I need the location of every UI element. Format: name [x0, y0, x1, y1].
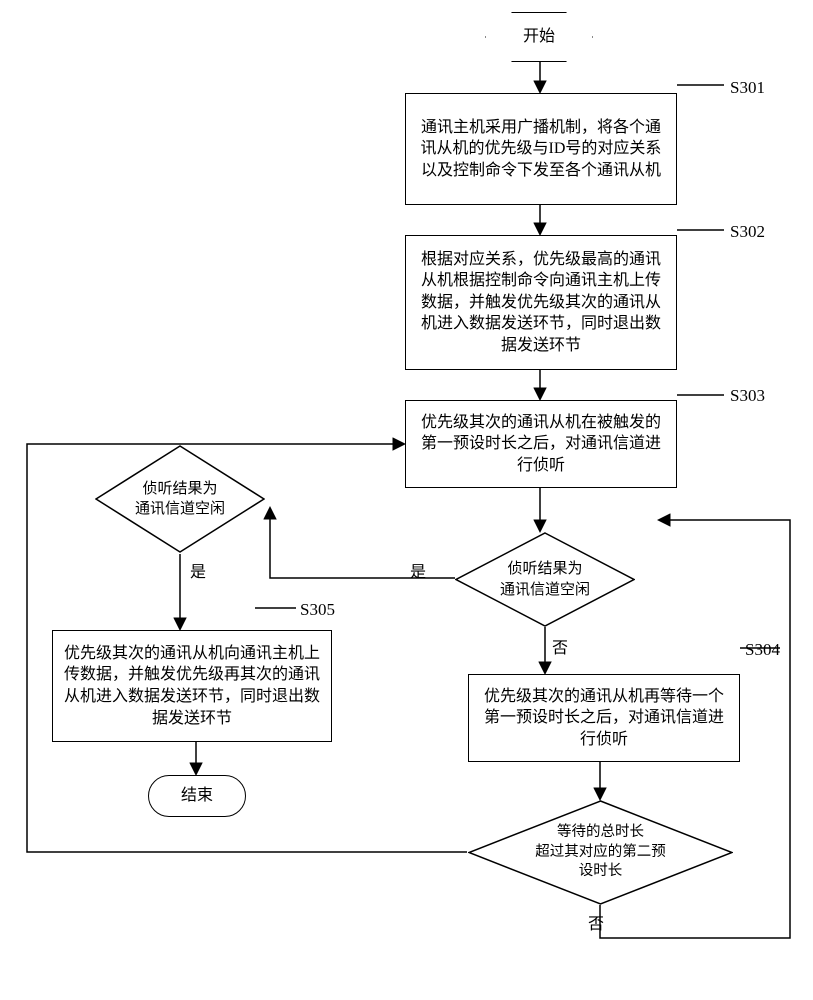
step-label-s304: S304	[745, 640, 780, 660]
step-label-s305: S305	[300, 600, 335, 620]
decision-d2-text: 侦听结果为 通讯信道空闲	[500, 559, 590, 600]
start-node: 开始	[485, 12, 593, 62]
step-s302-text: 根据对应关系，优先级最高的通讯从机根据控制命令向通讯主机上传数据，并触发优先级其…	[414, 249, 668, 357]
step-s303-text: 优先级其次的通讯从机在被触发的第一预设时长之后，对通讯信道进行侦听	[414, 412, 668, 477]
decision-d1-text: 侦听结果为 通讯信道空闲	[135, 479, 225, 520]
step-label-s301: S301	[730, 78, 765, 98]
decision-d2: 侦听结果为 通讯信道空闲	[455, 532, 635, 627]
edge-label-d3-no: 否	[588, 910, 604, 934]
step-s303: 优先级其次的通讯从机在被触发的第一预设时长之后，对通讯信道进行侦听	[405, 400, 677, 488]
step-s304-text: 优先级其次的通讯从机再等待一个第一预设时长之后，对通讯信道进行侦听	[477, 686, 731, 751]
decision-d3-text: 等待的总时长 超过其对应的第二预 设时长	[535, 823, 666, 882]
edge-label-d2-yes: 是	[410, 558, 426, 582]
edge-label-d2-no: 否	[552, 634, 568, 658]
edge-label-d1-yes: 是	[190, 558, 206, 582]
step-s301-text: 通讯主机采用广播机制，将各个通讯从机的优先级与ID号的对应关系以及控制命令下发至…	[414, 117, 668, 182]
step-label-s303: S303	[730, 386, 765, 406]
start-label: 开始	[523, 26, 555, 48]
end-node: 结束	[148, 775, 246, 817]
step-s301: 通讯主机采用广播机制，将各个通讯从机的优先级与ID号的对应关系以及控制命令下发至…	[405, 93, 677, 205]
step-s305: 优先级其次的通讯从机向通讯主机上传数据，并触发优先级再其次的通讯从机进入数据发送…	[52, 630, 332, 742]
decision-d1: 侦听结果为 通讯信道空闲	[95, 445, 265, 553]
flowchart-canvas: { "type": "flowchart", "background_color…	[0, 0, 813, 1000]
step-s302: 根据对应关系，优先级最高的通讯从机根据控制命令向通讯主机上传数据，并触发优先级其…	[405, 235, 677, 370]
decision-d3: 等待的总时长 超过其对应的第二预 设时长	[468, 800, 733, 905]
end-label: 结束	[181, 785, 213, 807]
step-s305-text: 优先级其次的通讯从机向通讯主机上传数据，并触发优先级再其次的通讯从机进入数据发送…	[61, 643, 323, 729]
step-label-s302: S302	[730, 222, 765, 242]
step-s304: 优先级其次的通讯从机再等待一个第一预设时长之后，对通讯信道进行侦听	[468, 674, 740, 762]
